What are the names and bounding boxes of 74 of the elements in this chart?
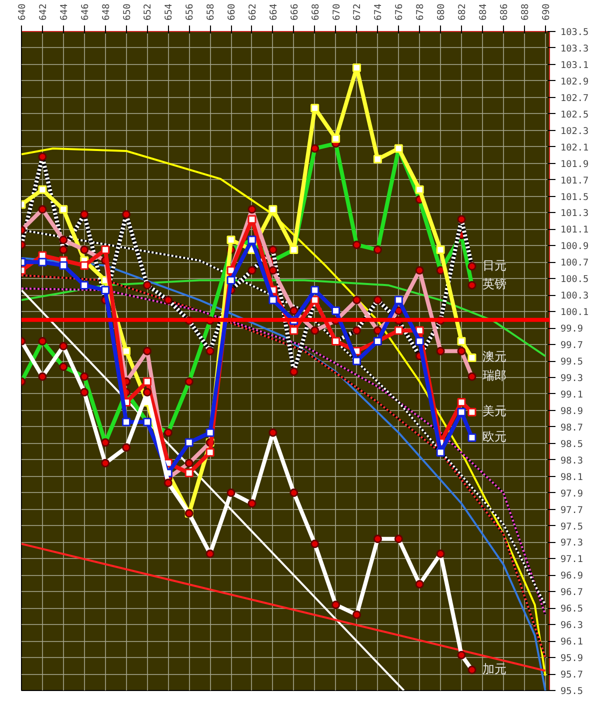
x-tick-label: 672 (352, 4, 364, 20)
x-tick-label: 670 (331, 3, 342, 20)
x-tick-label: 656 (184, 3, 196, 20)
y-tick-label: 98.9 (560, 406, 583, 417)
y-tick-label: 99.5 (560, 356, 583, 368)
y-tick-label: 102.1 (560, 142, 589, 154)
y-tick-label: 101.3 (560, 208, 589, 220)
y-tick-label: 100.7 (560, 258, 589, 269)
y-tick-label: 101.9 (560, 158, 589, 170)
x-tick-label: 664 (268, 3, 280, 20)
y-tick-label: 97.7 (560, 504, 583, 516)
x-tick-label: 660 (226, 3, 238, 20)
y-tick-label: 95.9 (560, 653, 583, 664)
y-tick-label: 100.9 (560, 241, 589, 252)
x-tick-label: 640 (17, 3, 28, 20)
series-label: 澳元 (482, 350, 506, 364)
y-tick-label: 96.9 (560, 570, 583, 582)
x-tick-label: 644 (58, 3, 70, 20)
y-tick-label: 101.5 (560, 192, 589, 203)
series-label: 欧元 (482, 430, 506, 444)
x-tick-label: 662 (247, 4, 258, 20)
x-tick-label: 674 (373, 3, 384, 20)
y-tick-label: 100.5 (560, 274, 589, 286)
y-tick-label: 102.7 (560, 92, 589, 104)
x-tick-label: 678 (415, 3, 426, 20)
series-label: 日元 (482, 258, 506, 272)
y-tick-label: 96.1 (560, 636, 583, 648)
y-tick-label: 99.9 (560, 324, 583, 335)
x-tick-label: 682 (457, 4, 468, 20)
x-tick-label: 666 (289, 3, 300, 20)
y-tick-label: 96.7 (560, 587, 583, 598)
x-tick-label: 690 (540, 3, 552, 20)
x-tick-label: 642 (38, 4, 49, 20)
x-tick-label: 650 (122, 3, 133, 20)
y-tick-label: 96.3 (560, 620, 583, 632)
x-tick-label: 668 (310, 3, 322, 20)
y-tick-label: 95.7 (560, 670, 583, 681)
y-tick-label: 97.5 (560, 521, 583, 532)
y-tick-label: 103.3 (560, 43, 589, 54)
y-tick-label: 97.3 (560, 538, 583, 549)
y-tick-label: 100.1 (560, 307, 589, 318)
x-tick-label: 654 (164, 3, 175, 20)
series-label: 英镑 (482, 277, 506, 292)
y-tick-label: 99.7 (560, 340, 583, 352)
y-tick-label: 99.3 (560, 372, 583, 384)
y-tick-label: 97.1 (560, 554, 583, 566)
y-tick-label: 97.9 (560, 488, 583, 500)
y-tick-label: 102.3 (560, 126, 589, 137)
y-tick-label: 96.5 (560, 604, 583, 615)
x-tick-label: 688 (520, 3, 531, 20)
y-tick-label: 95.5 (560, 686, 583, 697)
y-tick-label: 98.1 (560, 472, 583, 483)
y-tick-label: 98.3 (560, 455, 583, 466)
y-tick-label: 103.5 (560, 27, 589, 38)
y-tick-label: 101.7 (560, 175, 589, 186)
y-tick-label: 102.5 (560, 109, 589, 120)
y-tick-label: 102.9 (560, 76, 589, 88)
x-tick-label: 646 (80, 3, 91, 20)
x-tick-label: 676 (394, 3, 406, 20)
y-tick-label: 98.7 (560, 422, 583, 434)
x-tick-label: 686 (498, 3, 510, 20)
x-tick-label: 684 (478, 3, 489, 20)
y-tick-label: 103.1 (560, 60, 589, 71)
y-tick-label: 100.3 (560, 290, 589, 302)
x-tick-label: 680 (436, 3, 448, 20)
y-tick-label: 99.1 (560, 389, 583, 400)
x-tick-label: 658 (206, 3, 217, 20)
y-tick-label: 98.5 (560, 438, 583, 450)
series-label: 加元 (482, 662, 506, 676)
series-label: 瑞郎 (482, 368, 506, 383)
series-label: 美元 (482, 404, 506, 418)
y-tick-label: 101.1 (560, 224, 589, 236)
x-tick-label: 648 (100, 3, 112, 20)
x-tick-label: 652 (142, 4, 154, 20)
